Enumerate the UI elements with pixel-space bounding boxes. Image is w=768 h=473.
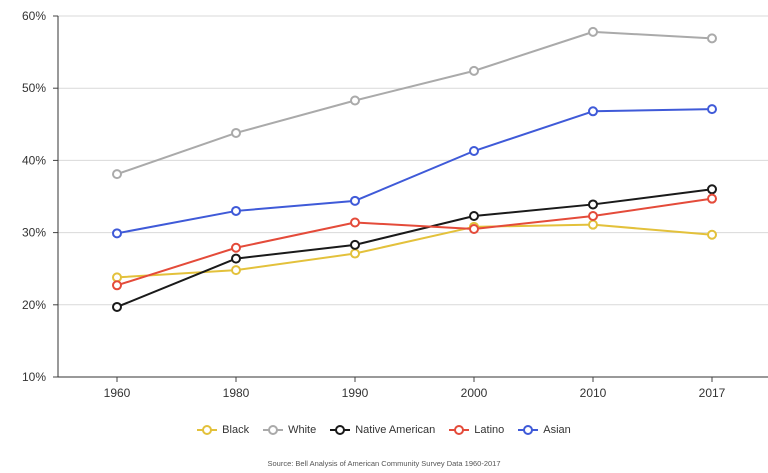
series-lines [112, 26, 717, 312]
data-point-white [231, 127, 241, 138]
y-tick-label: 20% [22, 298, 46, 312]
data-point-black [350, 248, 360, 259]
series-line-black [116, 223, 713, 279]
data-point-native-american [350, 239, 360, 250]
data-point-latino [231, 242, 241, 253]
legend-swatch-white [263, 425, 284, 435]
legend-label-asian: Asian [543, 424, 571, 436]
y-tick-label: 60% [22, 9, 46, 23]
data-point-latino [112, 280, 122, 291]
data-point-asian [707, 104, 717, 115]
legend-item-latino: Latino [449, 424, 504, 436]
data-point-black [707, 229, 717, 240]
data-point-native-american [231, 253, 241, 264]
data-point-white [588, 26, 598, 37]
data-point-asian [231, 205, 241, 216]
data-point-asian [469, 146, 479, 157]
x-tick-label: 1990 [342, 386, 369, 400]
data-point-latino [588, 210, 598, 221]
legend-label-native-american: Native American [355, 424, 436, 436]
data-point-asian [112, 228, 122, 239]
data-point-black [112, 272, 122, 283]
y-tick-label: 50% [22, 81, 46, 95]
source-note: Source: Bell Analysis of American Commun… [267, 459, 501, 468]
data-point-latino [469, 223, 479, 234]
series-native-american [112, 184, 717, 312]
data-point-white [350, 95, 360, 106]
data-point-black [231, 265, 241, 276]
series-latino [112, 193, 717, 291]
y-tick-label: 40% [22, 153, 46, 167]
data-point-asian [588, 106, 598, 117]
y-tick-label: 10% [22, 370, 46, 384]
legend-label-black: Black [222, 424, 250, 436]
data-point-asian [350, 195, 360, 206]
legend-swatch-asian [518, 425, 539, 435]
legend-swatch-latino [449, 425, 470, 435]
legend: Black White Native American Latino Asian [0, 424, 768, 436]
data-point-white [707, 33, 717, 44]
data-point-white [112, 169, 122, 180]
data-point-native-american [588, 199, 598, 210]
data-point-native-american [707, 184, 717, 195]
data-point-white [469, 65, 479, 76]
x-tick-label: 2000 [461, 386, 488, 400]
gridlines [58, 15, 768, 306]
legend-label-white: White [288, 424, 317, 436]
legend-item-white: White [263, 424, 316, 436]
series-asian [112, 104, 717, 239]
series-line-asian [116, 108, 713, 235]
y-tick-label: 30% [22, 226, 46, 240]
axes [53, 15, 768, 382]
data-point-latino [707, 193, 717, 204]
series-line-native-american [116, 188, 713, 308]
data-point-native-american [112, 301, 122, 312]
legend-swatch-native-american [330, 425, 351, 435]
legend-item-asian: Asian [518, 424, 571, 436]
series-white [112, 26, 717, 180]
series-line-white [116, 30, 713, 176]
series-line-latino [116, 197, 713, 287]
line-chart: 10% 20% 30% 40% 50% 60% 1960 1980 1990 2000 2010 20… [22, 9, 768, 400]
x-tick-label: 2010 [580, 386, 607, 400]
x-tick-label: 1980 [223, 386, 250, 400]
x-tick-label: 2017 [699, 386, 726, 400]
data-point-native-american [469, 210, 479, 221]
legend-label-latino: Latino [474, 424, 505, 436]
legend-item-black: Black [197, 424, 249, 436]
x-tick-label: 1960 [104, 386, 131, 400]
legend-swatch-black [197, 425, 218, 435]
data-point-black [588, 219, 598, 230]
tick-labels: 10% 20% 30% 40% 50% 60% 1960 1980 1990 2000 2010 20… [22, 9, 726, 400]
legend-item-native-american: Native American [330, 424, 435, 436]
data-point-latino [350, 217, 360, 228]
